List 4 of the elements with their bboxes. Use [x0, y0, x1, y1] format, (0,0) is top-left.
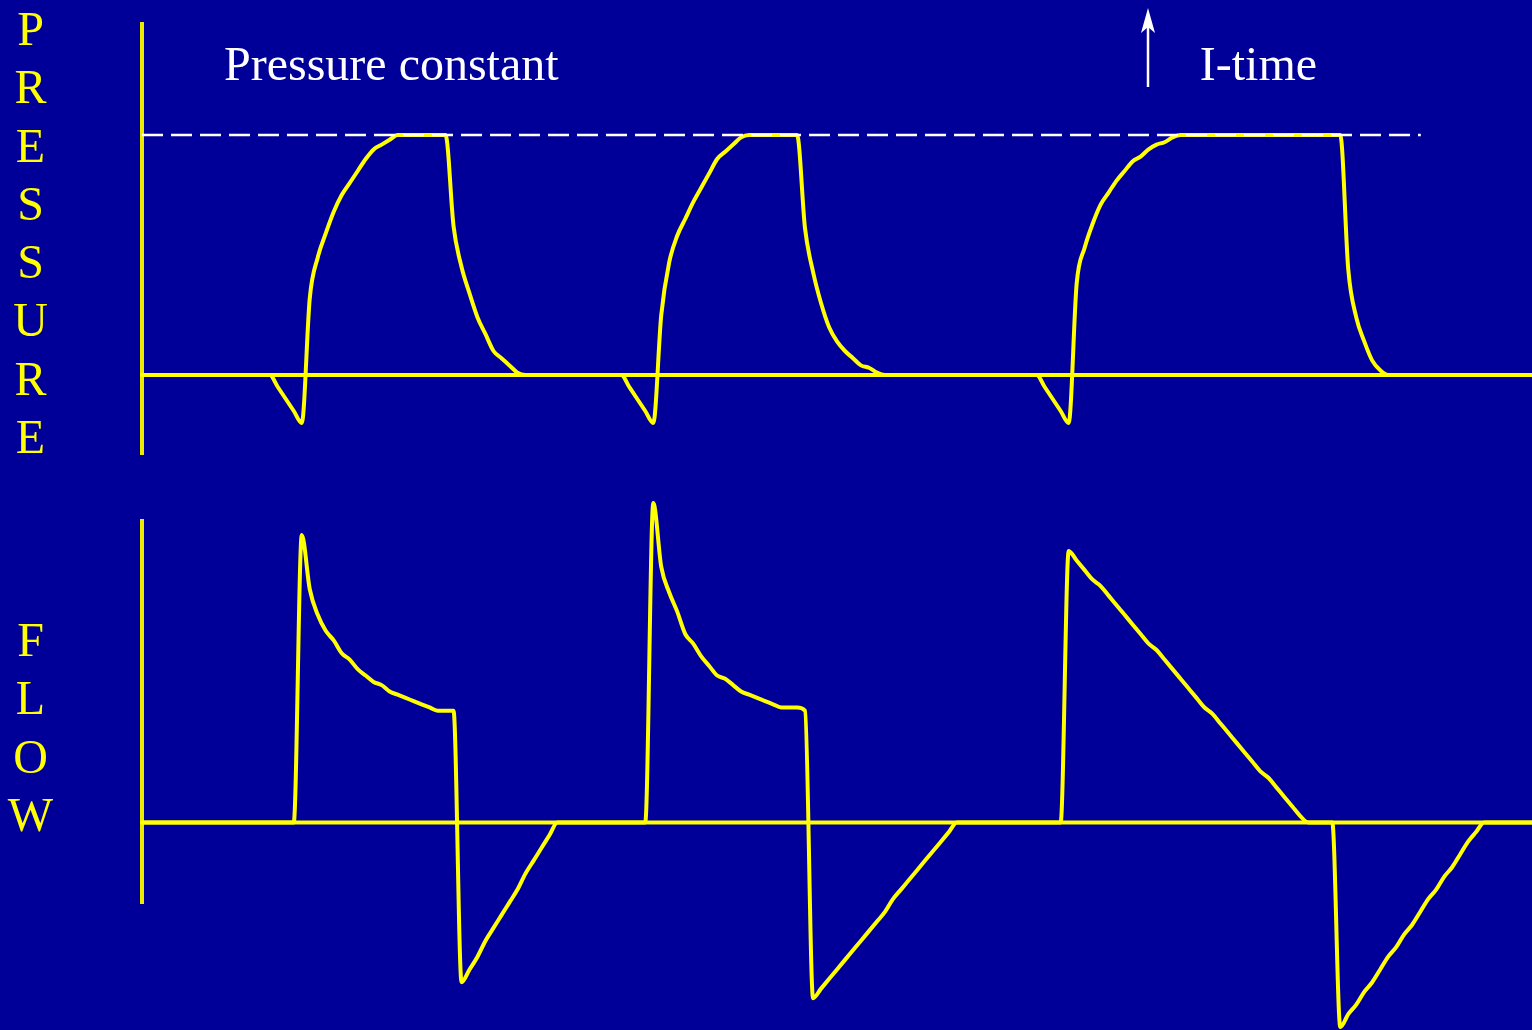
text: I-time [1199, 37, 1318, 90]
y-axis-title: PRESSURE [3, 2, 58, 469]
y-axis-title: FLOW [3, 613, 58, 847]
ref-line-label: Pressure constant [224, 37, 560, 90]
